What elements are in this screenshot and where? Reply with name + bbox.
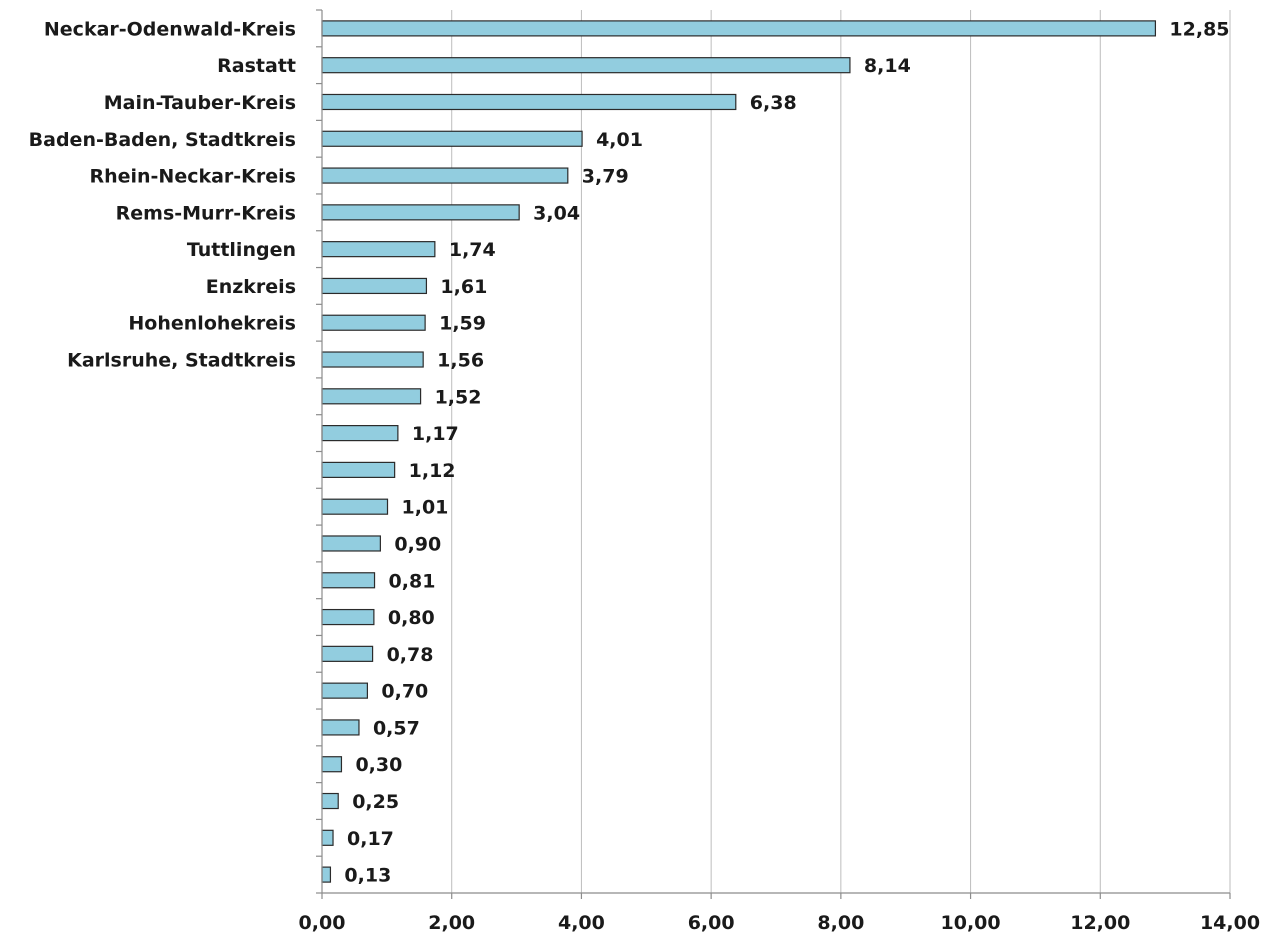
bar xyxy=(321,498,389,515)
x-tick-label: 4,00 xyxy=(558,912,605,934)
data-label: 12,85 xyxy=(1169,18,1229,40)
data-label: 4,01 xyxy=(596,129,643,151)
data-label: 1,52 xyxy=(435,386,482,408)
data-label: 0,57 xyxy=(373,717,420,739)
data-label: 1,59 xyxy=(439,313,486,335)
x-tick-label: 8,00 xyxy=(817,912,864,934)
data-label: 0,78 xyxy=(387,644,434,666)
bar xyxy=(321,461,396,478)
category-label: Rems-Murr-Kreis xyxy=(116,202,296,224)
x-tick-label: 6,00 xyxy=(688,912,735,934)
data-label: 3,04 xyxy=(533,202,580,224)
data-label: 0,13 xyxy=(344,865,391,887)
data-label: 0,30 xyxy=(355,754,402,776)
category-label: Rastatt xyxy=(217,55,296,77)
data-label: 0,70 xyxy=(381,681,428,703)
bar xyxy=(321,204,520,221)
bar xyxy=(321,57,851,74)
x-tick-label: 10,00 xyxy=(941,912,1001,934)
data-label: 1,61 xyxy=(440,276,487,298)
data-label: 1,17 xyxy=(412,423,459,445)
data-label: 0,25 xyxy=(352,791,399,813)
data-label: 0,80 xyxy=(388,607,435,629)
data-label: 3,79 xyxy=(582,166,629,188)
category-label: Tuttlingen xyxy=(187,239,296,261)
bar xyxy=(321,425,399,442)
category-label: Baden-Baden, Stadtkreis xyxy=(29,129,296,151)
x-tick-labels: 0,00 2,00 4,00 6,00 8,00 10,00 12,00 14,00 xyxy=(299,912,1261,934)
category-label: Rhein-Neckar-Kreis xyxy=(89,166,296,188)
category-label: Enzkreis xyxy=(206,276,296,298)
data-label: 0,81 xyxy=(389,570,436,592)
bar xyxy=(321,351,424,368)
bar xyxy=(321,866,332,883)
axes xyxy=(316,9,1231,899)
data-label: 1,74 xyxy=(449,239,496,261)
grid-lines xyxy=(451,10,1231,893)
category-label: Karlsruhe, Stadtkreis xyxy=(67,350,296,372)
bar xyxy=(321,792,339,810)
bar xyxy=(321,719,360,736)
bar xyxy=(321,167,569,184)
bar xyxy=(321,130,583,147)
bar xyxy=(321,241,436,258)
bar xyxy=(321,608,375,626)
data-label: 1,56 xyxy=(437,350,484,372)
category-label: Hohenlohekreis xyxy=(128,313,296,335)
data-label: 8,14 xyxy=(864,55,911,77)
category-label: Main-Tauber-Kreis xyxy=(104,92,296,114)
bar xyxy=(321,535,381,552)
x-tick-label: 0,00 xyxy=(299,912,346,934)
data-label: 1,01 xyxy=(402,497,449,519)
data-label: 1,12 xyxy=(409,460,456,482)
bars xyxy=(321,20,1157,883)
bar xyxy=(321,682,369,699)
category-label: Neckar-Odenwald-Kreis xyxy=(44,18,296,40)
bar xyxy=(321,572,376,589)
bar xyxy=(321,314,426,331)
x-tick-label: 2,00 xyxy=(428,912,475,934)
bar xyxy=(321,829,334,846)
x-tick-label: 12,00 xyxy=(1070,912,1130,934)
value-labels: 12,85 8,14 6,38 4,01 3,793,04 1,74 1,61 1,59 1,5… xyxy=(344,18,1229,886)
bar xyxy=(321,20,1157,37)
bar xyxy=(321,93,737,111)
category-labels: Neckar-Odenwald-Kreis Rastatt Main-Tauber-… xyxy=(29,18,296,371)
data-label: 0,90 xyxy=(394,533,441,555)
data-label: 0,17 xyxy=(347,828,394,850)
bar xyxy=(321,388,422,405)
data-label: 6,38 xyxy=(750,92,797,114)
bar xyxy=(321,645,374,662)
bar xyxy=(321,756,343,773)
x-tick-label: 14,00 xyxy=(1200,912,1260,934)
bar xyxy=(321,277,428,295)
